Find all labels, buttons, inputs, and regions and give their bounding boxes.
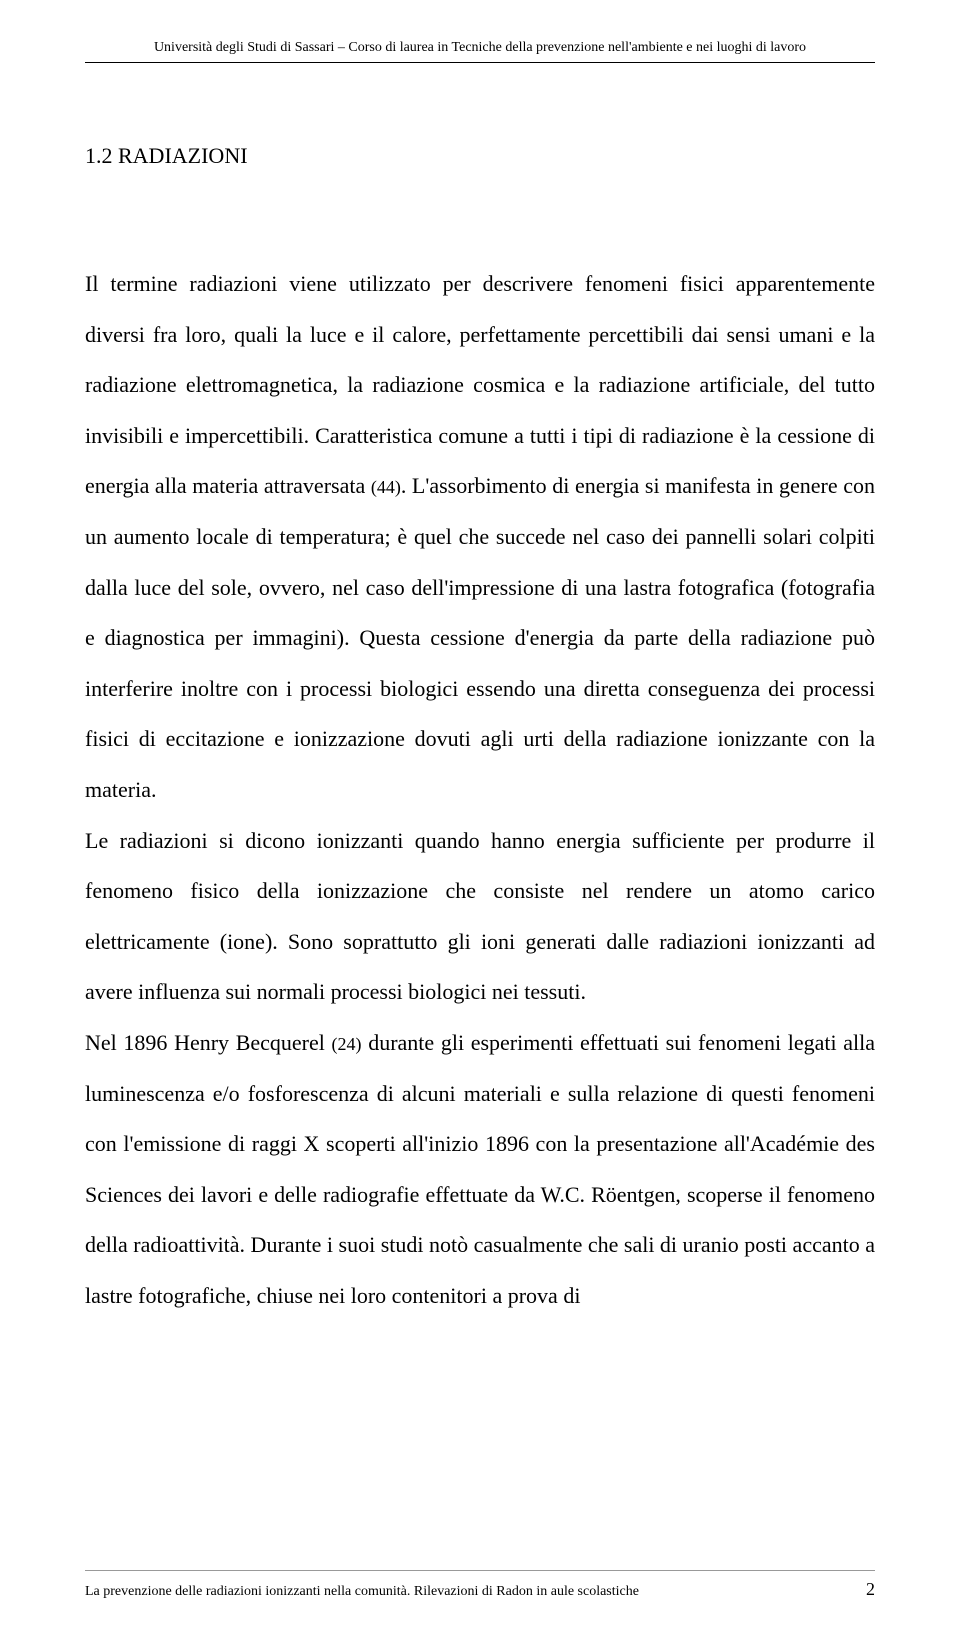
footer-thesis-title: La prevenzione delle radiazioni ionizzan…: [85, 1584, 639, 1600]
paragraph-text-3: Le radiazioni si dicono ionizzanti quand…: [85, 828, 875, 1005]
reference-number-44: (44): [371, 477, 401, 497]
header-university-course: Università degli Studi di Sassari – Cors…: [85, 40, 875, 63]
paragraph-text-4a: Nel 1896 Henry Becquerel: [85, 1030, 332, 1055]
reference-number-24: (24): [332, 1034, 362, 1054]
page-number: 2: [866, 1579, 875, 1600]
paragraph-text-2: . L'assorbimento di energia si manifesta…: [85, 473, 875, 802]
body-paragraph: Il termine radiazioni viene utilizzato p…: [85, 259, 875, 1321]
paragraph-text-4b: durante gli esperimenti effettuati sui f…: [85, 1030, 875, 1308]
paragraph-text-1: Il termine radiazioni viene utilizzato p…: [85, 271, 875, 498]
footer: La prevenzione delle radiazioni ionizzan…: [85, 1570, 875, 1600]
section-heading: 1.2 RADIAZIONI: [85, 143, 875, 169]
